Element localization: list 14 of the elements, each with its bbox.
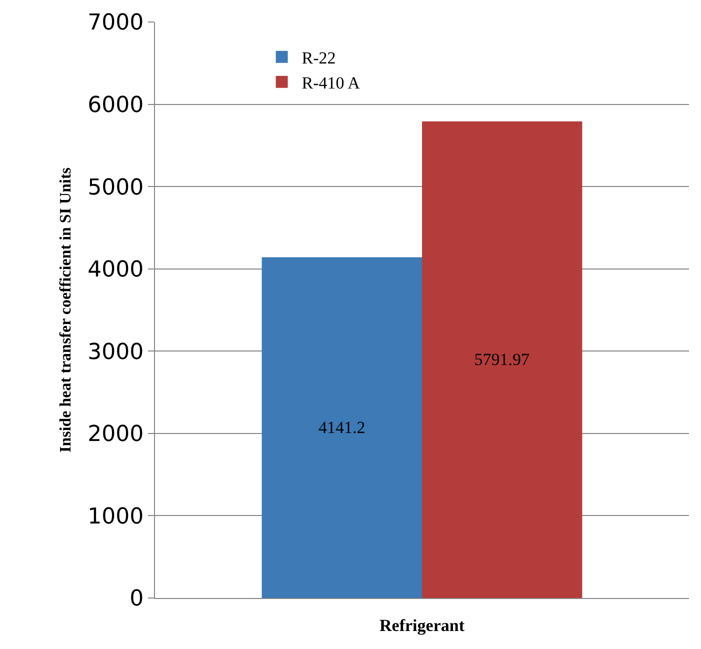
y-tick-label: 0 [130,586,144,612]
data-label: 5791.97 [474,350,530,370]
y-tick-label: 4000 [88,258,144,283]
y-tick-label: 2000 [88,422,144,448]
y-tick-label: 5000 [88,175,144,200]
legend-label: R-410 A [302,74,361,93]
x-axis-title: Refrigerant [380,616,465,635]
y-tick-label: 7000 [88,10,144,36]
data-label: 4141.2 [318,418,366,438]
y-axis-title: Inside heat transfer coefficient in SI Units [58,167,74,453]
y-tick-label: 1000 [88,504,144,530]
y-tick-label: 3000 [88,340,144,365]
y-tick-label: 6000 [88,92,144,118]
legend-label: R-22 [302,48,336,68]
